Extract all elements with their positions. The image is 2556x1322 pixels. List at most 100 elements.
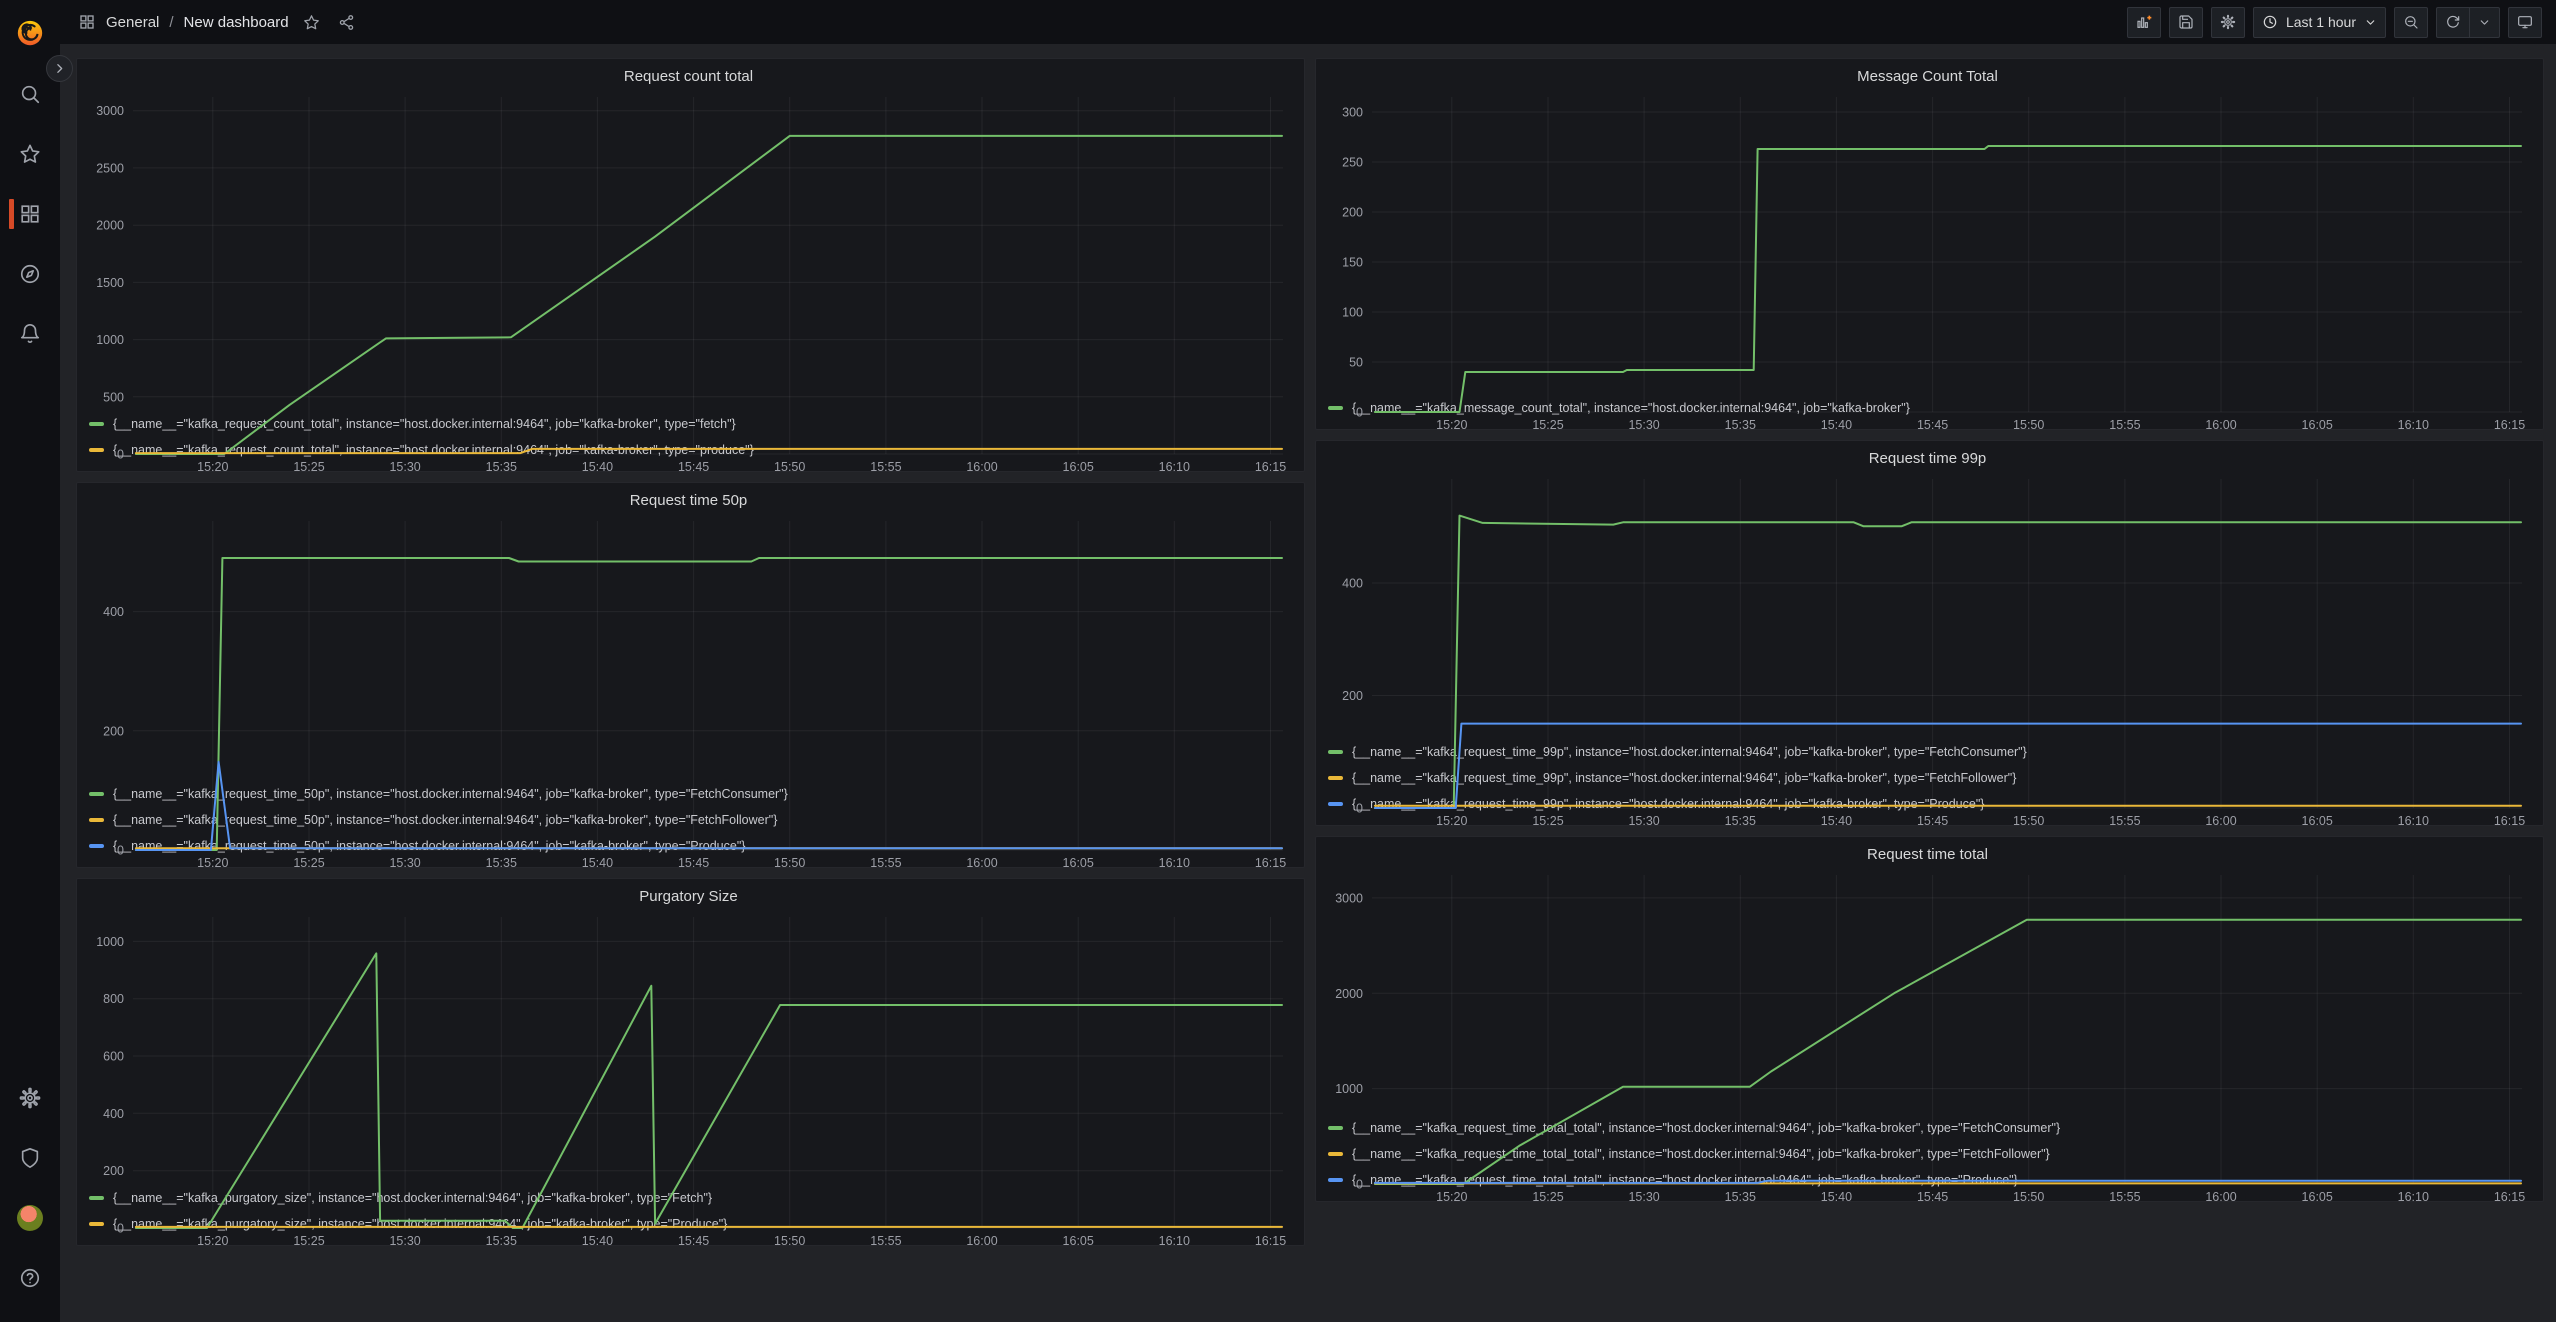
chart-plot[interactable]: 010002000300015:2015:2515:3015:3515:4015… <box>1320 865 2535 1113</box>
svg-text:15:30: 15:30 <box>389 1234 420 1248</box>
svg-text:15:55: 15:55 <box>2109 814 2140 828</box>
svg-text:16:00: 16:00 <box>966 460 997 474</box>
time-range-picker[interactable]: Last 1 hour <box>2253 7 2386 38</box>
chart-plot[interactable]: 05001000150020002500300015:2015:2515:301… <box>81 87 1296 409</box>
svg-text:15:20: 15:20 <box>1436 814 1467 828</box>
svg-text:100: 100 <box>1342 306 1363 320</box>
svg-text:15:25: 15:25 <box>1532 418 1563 432</box>
panel-title[interactable]: Request time 99p <box>1320 445 2535 469</box>
svg-text:15:40: 15:40 <box>1821 418 1852 432</box>
svg-text:3000: 3000 <box>1335 891 1363 905</box>
sidebar-bottom-group <box>0 1068 60 1322</box>
svg-text:15:30: 15:30 <box>389 856 420 870</box>
chart-plot[interactable]: 05010015020025030015:2015:2515:3015:3515… <box>1320 87 2535 393</box>
svg-text:15:25: 15:25 <box>1532 1190 1563 1204</box>
svg-text:15:25: 15:25 <box>1532 814 1563 828</box>
zoom-out-button[interactable] <box>2394 7 2428 38</box>
svg-text:15:20: 15:20 <box>197 460 228 474</box>
svg-text:15:25: 15:25 <box>293 856 324 870</box>
svg-text:15:45: 15:45 <box>1917 814 1948 828</box>
tv-monitor-icon <box>2517 14 2533 30</box>
sidebar <box>0 0 60 1322</box>
sidebar-item-starred[interactable] <box>0 124 60 184</box>
panel-title[interactable]: Purgatory Size <box>81 883 1296 907</box>
save-dashboard-button[interactable] <box>2169 7 2203 38</box>
dashboard-settings-button[interactable] <box>2211 7 2245 38</box>
refresh-icon <box>2445 14 2461 30</box>
svg-text:15:55: 15:55 <box>2109 1190 2140 1204</box>
svg-text:16:15: 16:15 <box>1255 856 1286 870</box>
star-dashboard-button[interactable] <box>299 10 324 35</box>
sidebar-item-dashboards[interactable] <box>0 184 60 244</box>
svg-text:16:05: 16:05 <box>1063 856 1094 870</box>
add-panel-icon <box>2136 14 2152 30</box>
svg-text:1500: 1500 <box>96 276 124 290</box>
sidebar-item-server-admin[interactable] <box>0 1128 60 1188</box>
svg-text:15:50: 15:50 <box>2013 814 2044 828</box>
svg-text:16:00: 16:00 <box>2205 814 2236 828</box>
panel-title[interactable]: Request count total <box>81 63 1296 87</box>
svg-text:15:35: 15:35 <box>1725 418 1756 432</box>
svg-text:15:40: 15:40 <box>1821 1190 1852 1204</box>
svg-text:200: 200 <box>1342 689 1363 703</box>
refresh-interval-dropdown[interactable] <box>2469 7 2500 38</box>
breadcrumb: General / New dashboard <box>78 10 359 35</box>
svg-text:16:10: 16:10 <box>2398 814 2429 828</box>
svg-text:15:40: 15:40 <box>1821 814 1852 828</box>
toolbar: Last 1 hour <box>2127 7 2542 38</box>
clock-icon <box>2262 14 2278 30</box>
svg-text:16:00: 16:00 <box>2205 1190 2236 1204</box>
sidebar-item-explore[interactable] <box>0 244 60 304</box>
svg-text:16:00: 16:00 <box>2205 418 2236 432</box>
svg-text:16:10: 16:10 <box>1159 460 1190 474</box>
sidebar-item-help[interactable] <box>0 1248 60 1308</box>
chart-plot[interactable]: 020040015:2015:2515:3015:3515:4015:4515:… <box>1320 469 2535 737</box>
panel-title[interactable]: Message Count Total <box>1320 63 2535 87</box>
svg-text:15:55: 15:55 <box>870 1234 901 1248</box>
share-dashboard-button[interactable] <box>334 10 359 35</box>
sidebar-item-configuration[interactable] <box>0 1068 60 1128</box>
refresh-button[interactable] <box>2436 7 2469 38</box>
grafana-logo[interactable] <box>0 10 60 56</box>
breadcrumb-section[interactable]: General <box>106 14 159 31</box>
sidebar-item-profile[interactable] <box>0 1188 60 1248</box>
chart-plot[interactable]: 0200400600800100015:2015:2515:3015:3515:… <box>81 907 1296 1183</box>
add-panel-button[interactable] <box>2127 7 2161 38</box>
svg-text:15:35: 15:35 <box>486 460 517 474</box>
svg-text:16:05: 16:05 <box>1063 1234 1094 1248</box>
svg-text:500: 500 <box>103 390 124 404</box>
panel-title[interactable]: Request time 50p <box>81 487 1296 511</box>
svg-text:15:45: 15:45 <box>1917 1190 1948 1204</box>
svg-text:15:30: 15:30 <box>1628 418 1659 432</box>
gear-icon <box>2220 14 2236 30</box>
svg-text:15:35: 15:35 <box>486 856 517 870</box>
svg-text:0: 0 <box>1356 1178 1363 1192</box>
sidebar-expand-button[interactable] <box>46 55 73 82</box>
panel-request-time-total: Request time total 010002000300015:2015:… <box>1315 836 2544 1202</box>
panel-message-count-total: Message Count Total 05010015020025030015… <box>1315 58 2544 430</box>
svg-text:1000: 1000 <box>96 333 124 347</box>
svg-text:50: 50 <box>1349 356 1363 370</box>
chart-plot[interactable]: 020040015:2015:2515:3015:3515:4015:4515:… <box>81 511 1296 779</box>
svg-text:15:25: 15:25 <box>293 1234 324 1248</box>
svg-text:15:50: 15:50 <box>2013 418 2044 432</box>
svg-text:15:20: 15:20 <box>1436 418 1467 432</box>
cycle-view-mode-button[interactable] <box>2508 7 2542 38</box>
panel-title[interactable]: Request time total <box>1320 841 2535 865</box>
save-icon <box>2178 14 2194 30</box>
svg-text:250: 250 <box>1342 156 1363 170</box>
chevron-down-icon <box>2478 16 2491 29</box>
chevron-down-icon <box>2364 16 2377 29</box>
svg-text:16:10: 16:10 <box>1159 856 1190 870</box>
panel-purgatory-size: Purgatory Size 0200400600800100015:2015:… <box>76 878 1305 1246</box>
main-area: General / New dashboard <box>60 0 2556 1322</box>
panel-request-time-99p: Request time 99p 020040015:2015:2515:301… <box>1315 440 2544 826</box>
sidebar-item-alerting[interactable] <box>0 304 60 364</box>
svg-text:16:05: 16:05 <box>2302 418 2333 432</box>
svg-text:15:55: 15:55 <box>2109 418 2140 432</box>
dashboard-column-left: Request count total 05001000150020002500… <box>76 58 1305 1322</box>
time-range-label: Last 1 hour <box>2286 14 2356 30</box>
svg-text:16:15: 16:15 <box>2494 418 2525 432</box>
svg-text:2000: 2000 <box>96 219 124 233</box>
svg-text:15:50: 15:50 <box>774 856 805 870</box>
